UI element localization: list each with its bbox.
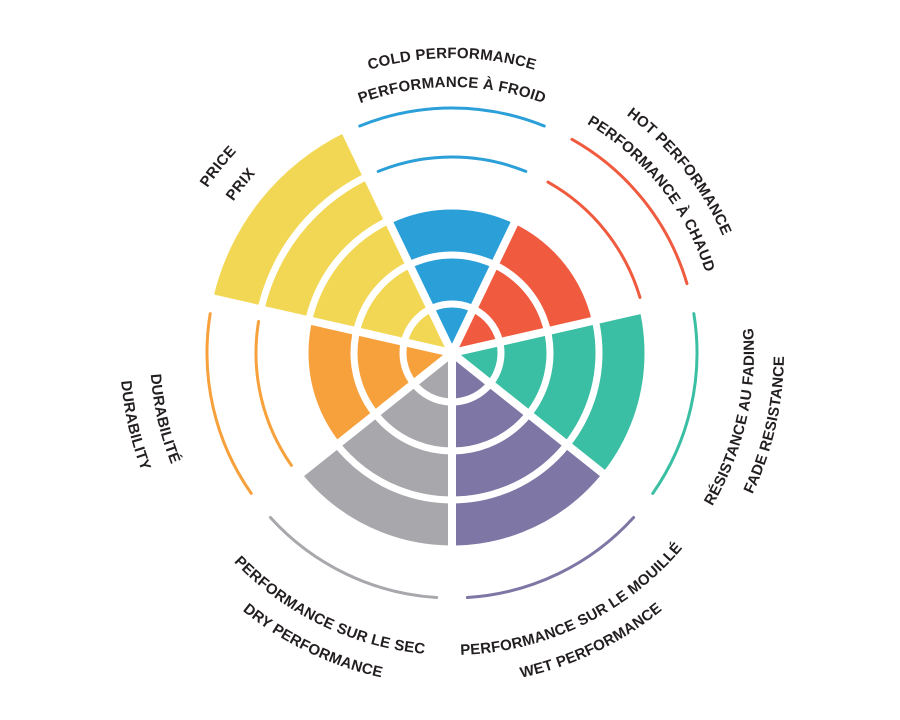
label-cold-fr: PERFORMANCE À FROID (356, 74, 548, 107)
label-text-wet-fr: PERFORMANCE SUR LE MOUILLÉ (460, 539, 686, 659)
sector-wet-fill (452, 353, 606, 549)
spoke-1 (448, 124, 565, 355)
label-price-fr: PRIX (223, 165, 259, 204)
label-text-price-fr: PRIX (223, 165, 259, 204)
level-ring-1 (399, 300, 505, 406)
sector-cold-level-arc-4 (376, 155, 528, 173)
label-text-cold-fr: PERFORMANCE À FROID (356, 74, 548, 107)
sector-wet-level-arc-5 (465, 515, 636, 600)
label-dry-fr: PERFORMANCE SUR LE SEC (231, 553, 426, 658)
sector-dry-fill (298, 353, 452, 549)
sector-durability-level-arc-4 (254, 319, 293, 467)
spoke-0 (339, 124, 456, 355)
sector-dry-level-arc-5 (268, 515, 439, 600)
label-wet-fr: PERFORMANCE SUR LE MOUILLÉ (460, 539, 686, 659)
sector-cold-fill (388, 206, 516, 353)
spoke-2 (451, 293, 699, 357)
label-text-dry-fr: PERFORMANCE SUR LE SEC (231, 553, 426, 658)
sector-hot-level-arc-4 (546, 180, 642, 299)
spoke-5 (252, 349, 455, 514)
sector-fade-level-arc-5 (651, 312, 699, 495)
level-ring-3 (301, 202, 603, 504)
spoke-3 (449, 349, 652, 514)
sector-durability-level-arc-5 (205, 312, 253, 495)
sector-cold-level-arc-5 (358, 106, 546, 128)
spoke-6 (205, 293, 453, 357)
sector-price-fill (213, 132, 452, 353)
sector-hot-level-arc-5 (570, 137, 689, 286)
label-durability-en: DURABILITY (117, 380, 154, 473)
label-text-durability-en: DURABILITY (117, 380, 154, 473)
level-ring-2 (350, 251, 554, 455)
label-cold-en: COLD PERFORMANCE (366, 45, 538, 74)
label-durability-fr: DURABILITÉ (147, 373, 184, 466)
sector-durability-fill (305, 320, 452, 445)
label-text-cold-en: COLD PERFORMANCE (366, 45, 538, 74)
label-text-durability-fr: DURABILITÉ (147, 373, 184, 466)
